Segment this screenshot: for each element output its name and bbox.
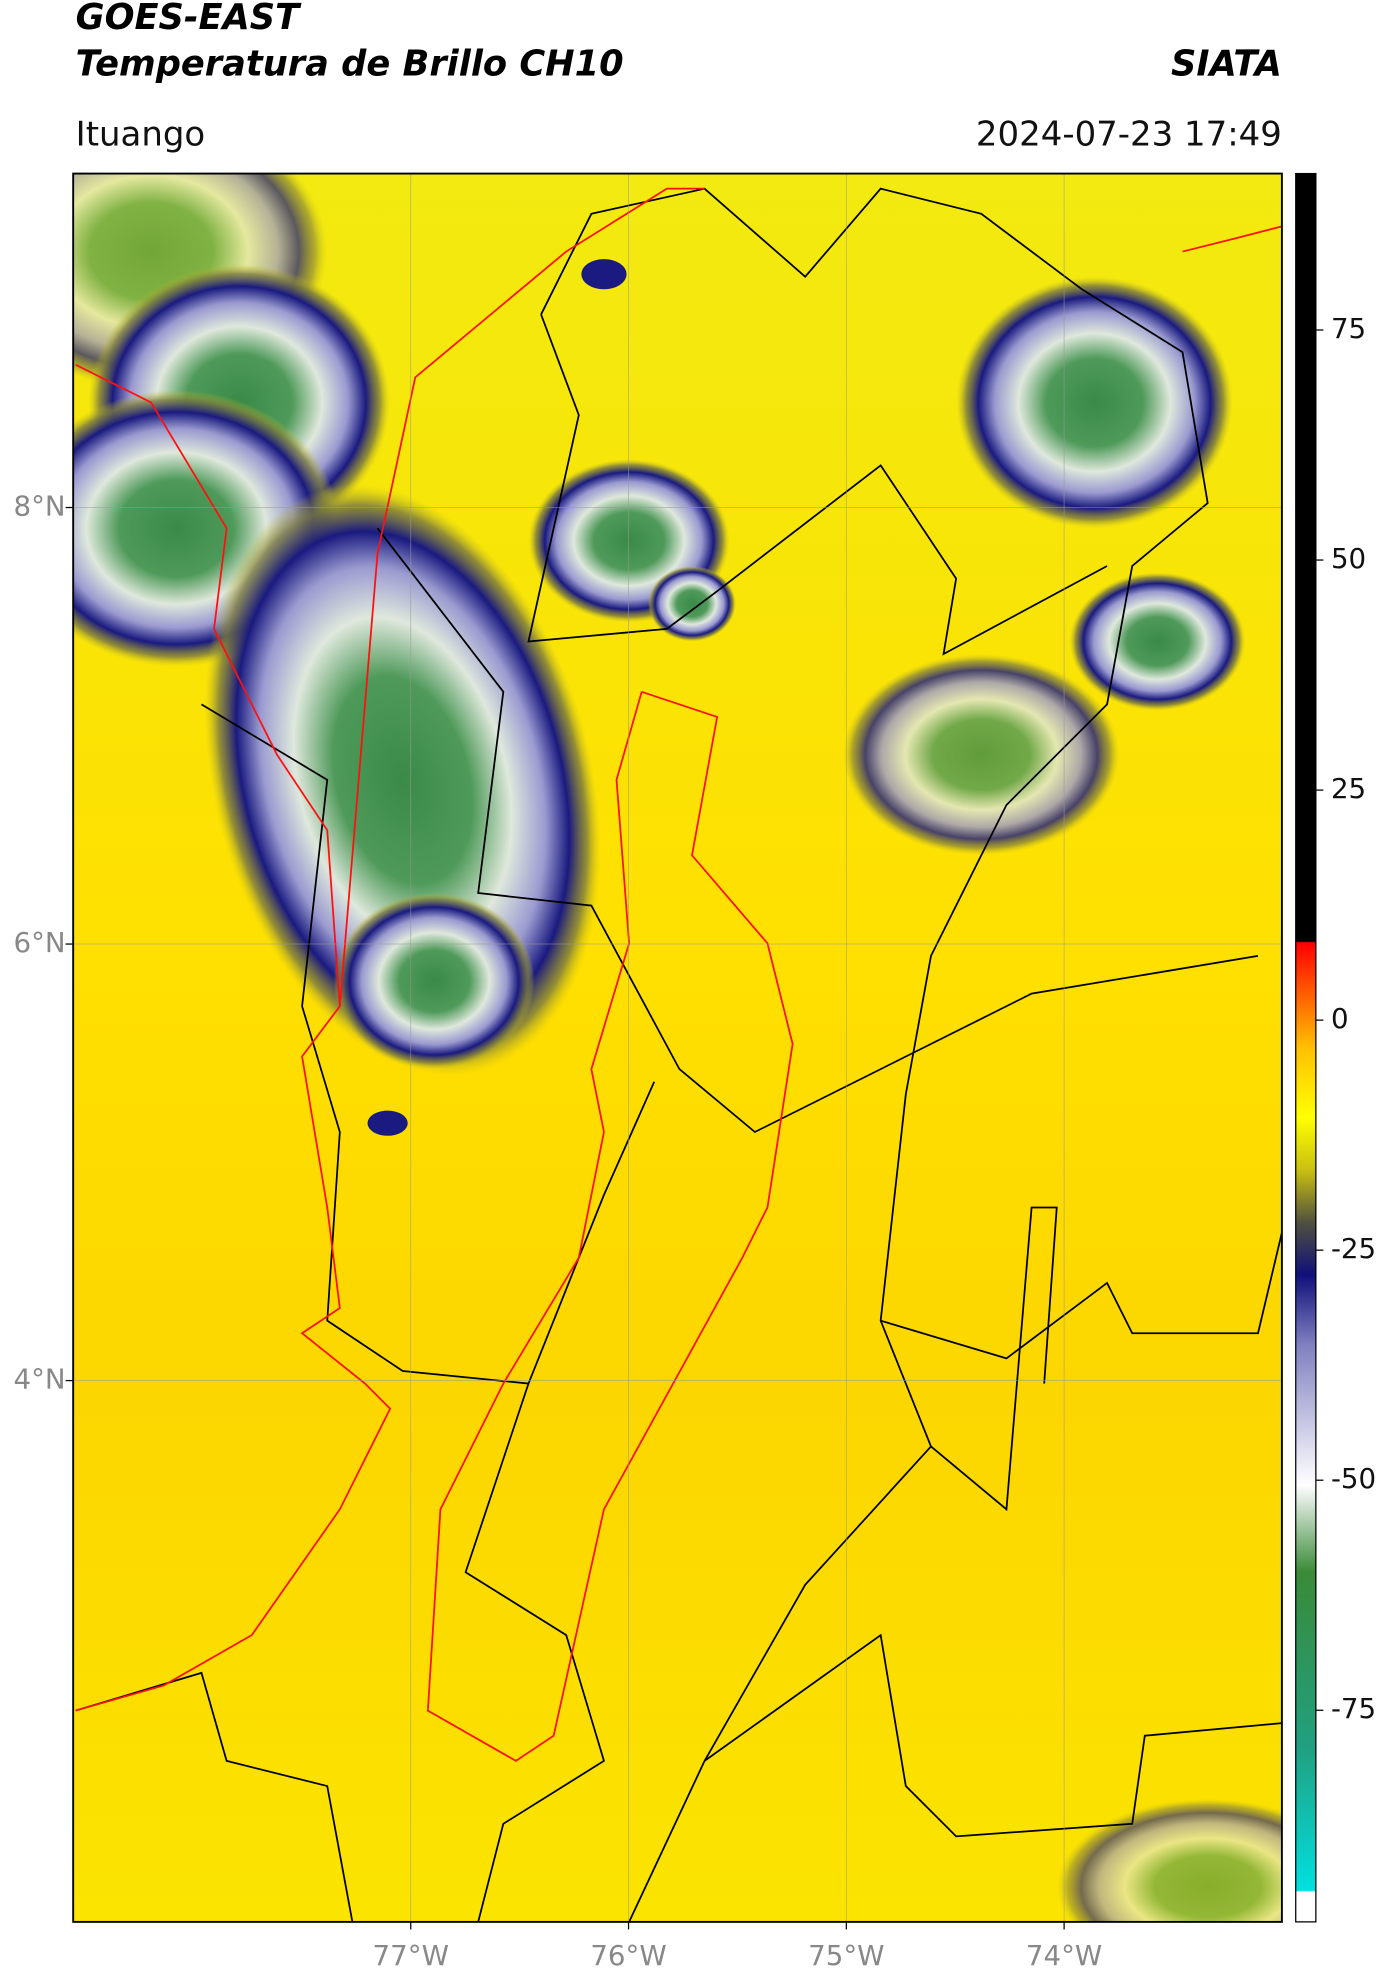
y-tick-label: 6°N <box>14 926 66 959</box>
colorbar <box>1295 172 1317 1923</box>
colorbar-tick-label: -50 <box>1331 1462 1376 1495</box>
subtitle: Temperatura de Brillo CH10 <box>76 43 624 84</box>
colorbar-tick-label: 50 <box>1331 542 1366 575</box>
y-tick-label: 4°N <box>14 1363 66 1396</box>
map-image <box>73 173 1282 1922</box>
x-tick-label: 76°W <box>590 1939 666 1972</box>
timestamp: 2024-07-23 17:49 <box>976 114 1282 154</box>
colorbar-tick-label: -25 <box>1331 1232 1376 1265</box>
colorbar-tick-label: -75 <box>1331 1692 1376 1725</box>
x-tick-label: 75°W <box>808 1939 884 1972</box>
map-frame <box>72 172 1283 1923</box>
title: GOES-EAST <box>76 0 302 38</box>
colorbar-tick-label: 0 <box>1331 1002 1349 1035</box>
graticule <box>73 173 1282 1922</box>
y-tick-label: 8°N <box>14 490 66 523</box>
colorbar-tick-label: 75 <box>1331 312 1366 345</box>
x-tick-label: 74°W <box>1026 1939 1102 1972</box>
x-tick-label: 77°W <box>373 1939 449 1972</box>
source: SIATA <box>1171 43 1282 84</box>
location: Ituango <box>76 114 206 154</box>
colorbar-tick-label: 25 <box>1331 772 1366 805</box>
